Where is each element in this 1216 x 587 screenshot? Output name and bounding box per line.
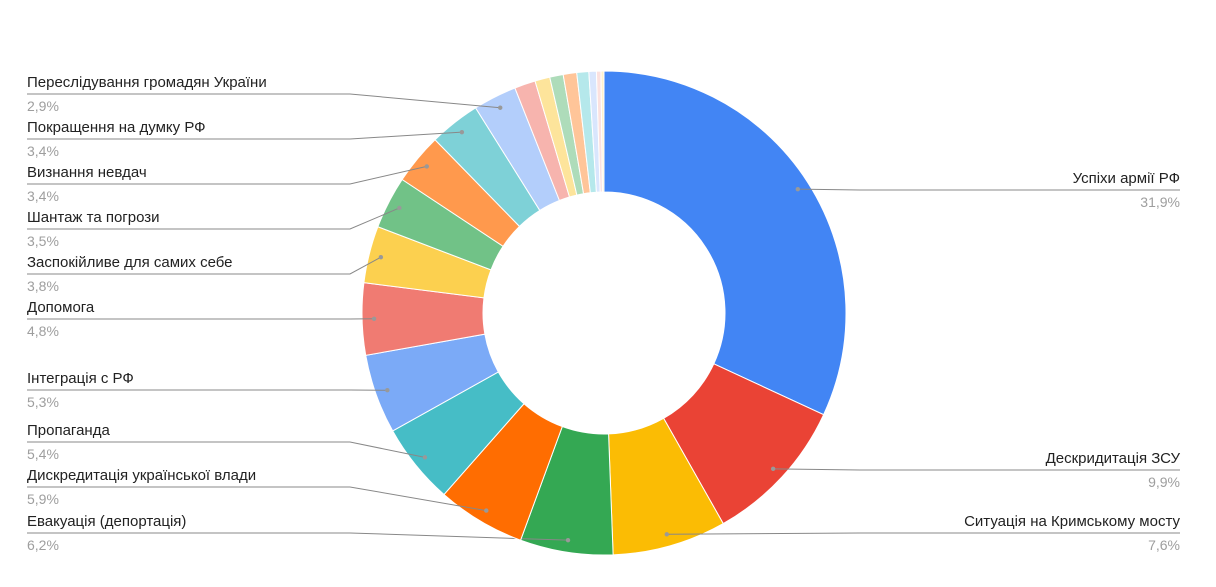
slice-value-label: 9,9%: [1148, 474, 1180, 490]
slice-label: Допомога: [27, 299, 95, 316]
slice-value-label: 5,3%: [27, 394, 59, 410]
slice-value-label: 3,8%: [27, 278, 59, 294]
slice-value-label: 5,9%: [27, 491, 59, 507]
slice-value-label: 3,4%: [27, 143, 59, 159]
slice: [600, 70, 605, 193]
slice-value-label: 6,2%: [27, 537, 59, 553]
slice-value-label: 31,9%: [1140, 194, 1180, 210]
leader-line: [773, 468, 1180, 471]
leader-dot: [371, 316, 377, 321]
leader-line: [27, 486, 487, 512]
leader-line: [27, 532, 569, 541]
slice-label: Пропаганда: [27, 422, 110, 439]
leader-line: [27, 207, 400, 230]
slice-label: Заспокійливе для самих себе: [27, 254, 233, 271]
leader-dot: [484, 508, 489, 513]
slice-label: Визнання невдач: [27, 164, 147, 181]
leader-dot: [459, 129, 465, 135]
slice-label: Шантаж та погрози: [27, 209, 160, 226]
leader-line: [27, 256, 382, 275]
leader-dot: [424, 164, 429, 169]
leader-dot: [385, 388, 390, 393]
leader-dot: [565, 537, 571, 543]
leader-dot: [378, 255, 384, 260]
slice-label: Дискредитація української влади: [27, 467, 256, 484]
leader-line: [27, 131, 462, 140]
leader-dot: [770, 466, 776, 472]
leader-line: [27, 93, 501, 109]
leader-line: [27, 441, 426, 458]
leader-line: [797, 188, 1180, 191]
slice-value-label: 7,6%: [1148, 537, 1180, 553]
slice-value-label: 4,8%: [27, 323, 59, 339]
leader-dot: [397, 205, 402, 211]
slice-label: Евакуація (депортація): [27, 513, 186, 530]
leader-line: [27, 165, 427, 185]
slice: [603, 70, 847, 416]
leader-dot: [664, 532, 669, 537]
leader-line: [666, 532, 1180, 535]
leader-dot: [422, 455, 428, 460]
slice-label: Покращення на думку РФ: [27, 119, 206, 136]
slice-label: Ситуація на Кримському мосту: [964, 513, 1180, 530]
slice-label: Успіхи армії РФ: [1073, 170, 1180, 187]
leader-dot: [795, 186, 801, 192]
slice-value-label: 3,4%: [27, 188, 59, 204]
slice-value-label: 5,4%: [27, 446, 59, 462]
leader-dot: [498, 105, 503, 110]
slice-value-label: 2,9%: [27, 98, 59, 114]
slice-label: Інтеграція с РФ: [27, 370, 134, 387]
slice-label: Переслідування громадян України: [27, 74, 267, 91]
slice-value-label: 3,5%: [27, 233, 59, 249]
slice-label: Дескридитація ЗСУ: [1046, 450, 1181, 467]
